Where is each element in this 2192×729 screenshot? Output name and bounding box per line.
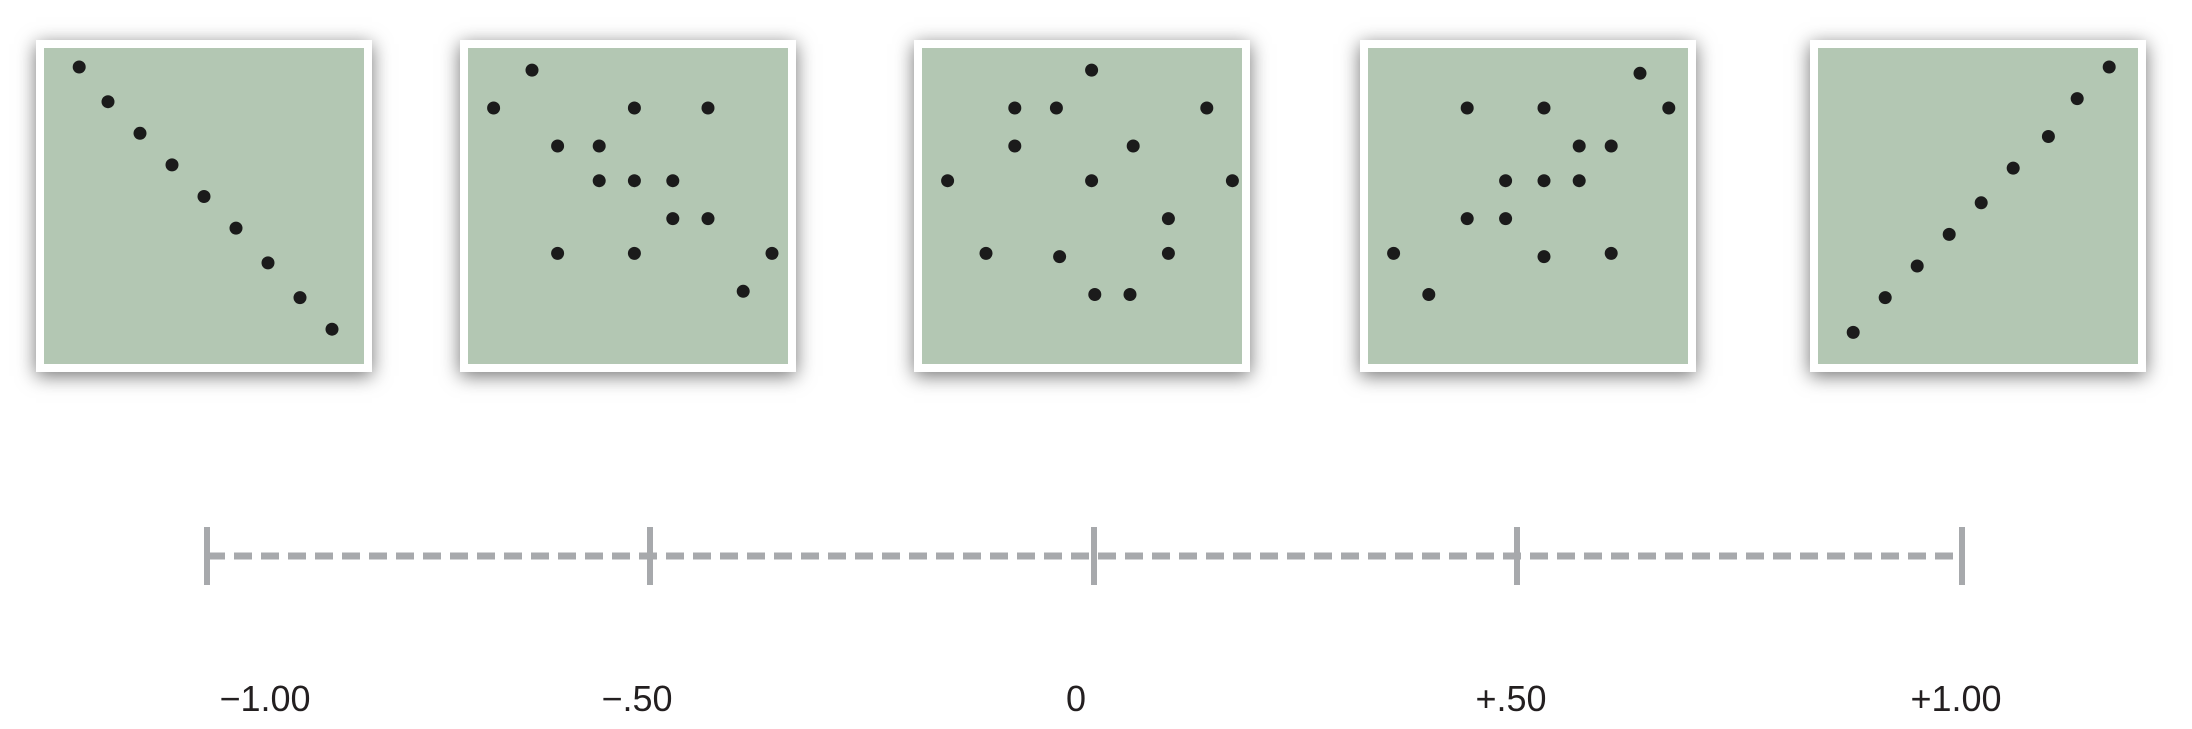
data-point <box>736 284 750 298</box>
data-point <box>1604 139 1618 153</box>
data-point <box>666 174 680 188</box>
scatter-panel-zero <box>914 40 1250 372</box>
tick-label-neg-half: −.50 <box>601 678 673 719</box>
data-point <box>1200 101 1214 115</box>
tick-label-zero: 0 <box>1065 678 1087 719</box>
scatter-panel-neg-1 <box>36 40 372 372</box>
data-point <box>1053 250 1067 264</box>
data-point <box>197 190 211 203</box>
data-point <box>627 246 641 260</box>
data-point <box>701 101 715 115</box>
data-point <box>551 139 565 153</box>
data-point <box>551 246 565 260</box>
data-point <box>487 101 501 115</box>
data-point <box>941 174 955 188</box>
data-point <box>1499 174 1513 188</box>
plot-area <box>1368 48 1688 364</box>
data-point <box>133 126 147 140</box>
scatter-panel-neg-half <box>460 40 796 372</box>
data-point <box>1910 259 1924 273</box>
data-point <box>1460 212 1474 226</box>
data-point <box>2102 60 2116 74</box>
data-point <box>1537 101 1551 115</box>
data-point <box>1422 288 1436 301</box>
tick-label-neg-1: −1.00 <box>219 678 311 719</box>
data-point <box>2041 130 2055 143</box>
data-point <box>1846 325 1860 339</box>
data-point <box>1572 139 1586 153</box>
data-point <box>261 256 275 270</box>
data-point <box>101 95 115 109</box>
data-point <box>1537 250 1551 264</box>
data-point <box>627 101 641 115</box>
data-point <box>2006 161 2020 175</box>
data-point <box>592 174 606 188</box>
scatter-panel-pos-1 <box>1810 40 2146 372</box>
data-point <box>1161 246 1175 260</box>
data-point <box>293 291 307 305</box>
data-point <box>666 212 680 226</box>
data-point <box>1537 174 1551 188</box>
scatter-panel-pos-half <box>1360 40 1696 372</box>
data-point <box>701 212 715 226</box>
data-point <box>1008 101 1022 115</box>
data-point <box>1161 212 1175 226</box>
data-point <box>1942 227 1956 241</box>
plot-area <box>922 48 1242 364</box>
plot-area <box>468 48 788 364</box>
data-point <box>1049 101 1063 115</box>
data-point <box>72 60 86 74</box>
data-point <box>1088 288 1102 301</box>
data-point <box>627 174 641 188</box>
data-point <box>165 158 179 172</box>
data-point <box>1008 139 1022 153</box>
data-point <box>1633 66 1647 80</box>
data-point <box>1499 212 1513 226</box>
plot-area <box>44 48 364 364</box>
data-point <box>979 246 993 260</box>
tick-label-pos-half: +.50 <box>1475 678 1547 719</box>
data-point <box>765 246 779 260</box>
data-point <box>1604 246 1618 260</box>
data-point <box>1974 196 1988 210</box>
data-point <box>1126 139 1140 153</box>
data-point <box>525 63 539 77</box>
data-point <box>1460 101 1474 115</box>
data-point <box>1225 174 1239 188</box>
data-point <box>325 322 339 336</box>
data-point <box>1387 246 1401 260</box>
data-point <box>1572 174 1586 188</box>
data-point <box>592 139 606 153</box>
data-point <box>1662 101 1676 115</box>
tick-label-pos-1: +1.00 <box>1910 678 2002 719</box>
data-point <box>1878 291 1892 305</box>
data-point <box>1085 63 1099 77</box>
data-point <box>1085 174 1099 188</box>
data-point <box>1123 288 1137 301</box>
data-point <box>2070 92 2084 106</box>
data-point <box>229 221 243 235</box>
